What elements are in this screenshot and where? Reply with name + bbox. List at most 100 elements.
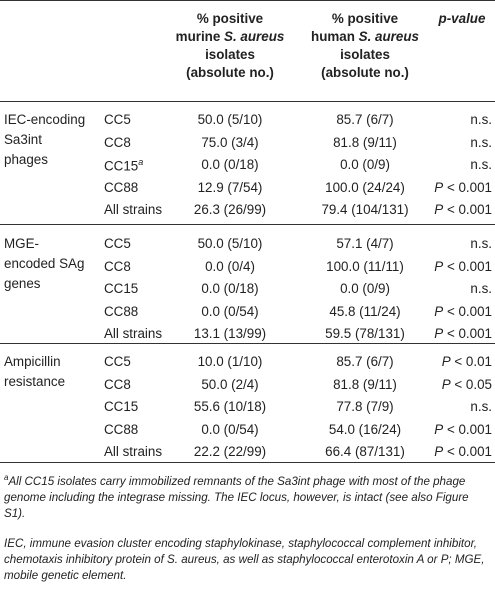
- murine-value: 22.2 (22/99): [193, 444, 267, 459]
- human-value: 81.8 (9/11): [333, 376, 397, 392]
- cc-label: CC5: [104, 236, 131, 251]
- cc-name: CC5: [104, 112, 131, 127]
- human-value: 0.0 (0/9): [340, 281, 390, 296]
- header-pvalue: p-value: [438, 11, 486, 26]
- human-value: 54.0 (16/24): [328, 421, 402, 437]
- cc-name: CC5: [104, 236, 131, 251]
- cc-label: CC5: [104, 354, 131, 369]
- human-value: 77.8 (7/9): [336, 399, 394, 414]
- footnote-abbreviations: IEC, immune evasion cluster encoding sta…: [4, 537, 485, 582]
- cc-label: CC88: [104, 304, 138, 319]
- cc-name: CC15: [104, 399, 139, 414]
- group-label-line: Sa3int: [4, 132, 42, 147]
- group-label-line: Ampicillin: [4, 354, 61, 369]
- murine-value: 0.0 (0/4): [205, 258, 255, 274]
- header-human-line2: human S. aureus: [311, 29, 419, 44]
- p-value: P < 0.001: [434, 421, 492, 437]
- table-rule: [0, 462, 495, 463]
- header-murine-line2: murine S. aureus: [175, 29, 285, 44]
- cc-name: All strains: [104, 202, 163, 217]
- p-value: P < 0.001: [434, 326, 492, 341]
- murine-value: 50.0 (2/4): [201, 376, 259, 392]
- human-value: 79.4 (104/131): [321, 202, 409, 217]
- murine-value: 55.6 (10/18): [193, 399, 267, 414]
- p-value: n.s.: [470, 134, 492, 150]
- murine-value: 0.0 (0/18): [201, 157, 259, 172]
- cc-name: All strains: [104, 444, 163, 459]
- footnote-marker: a: [138, 157, 144, 167]
- cc-name: CC88: [104, 421, 139, 437]
- p-value: P < 0.001: [434, 258, 492, 274]
- cc-name: CC88: [104, 179, 139, 195]
- footnote-a: aAll CC15 isolates carry immobilized rem…: [4, 470, 492, 522]
- human-value: 66.4 (87/131): [325, 444, 405, 459]
- cc-name: CC5: [104, 354, 131, 369]
- cc-label: CC88: [104, 180, 138, 195]
- group-label-line: resistance: [4, 374, 66, 389]
- cc-name: CC88: [104, 303, 139, 319]
- p-value: P < 0.001: [434, 202, 492, 217]
- cc-name: All strains: [104, 326, 163, 341]
- cc-name: CC15: [104, 281, 139, 296]
- p-value: n.s.: [470, 399, 492, 414]
- group-label-line: genes: [4, 276, 41, 291]
- murine-value: 0.0 (0/54): [201, 303, 259, 319]
- human-value: 59.5 (78/131): [325, 326, 405, 341]
- p-value: P < 0.05: [441, 376, 492, 392]
- human-value: 85.7 (6/7): [336, 354, 394, 369]
- group-label-line: encoded SAg: [4, 256, 85, 271]
- group-label: IEC-encoding Sa3int phages: [4, 110, 85, 170]
- cc-name: CC8: [104, 134, 131, 150]
- table-rule: [0, 101, 495, 102]
- human-value: 100.0 (24/24): [325, 179, 405, 195]
- murine-value: 50.0 (5/10): [197, 112, 263, 127]
- group-label: Ampicillin resistance: [4, 352, 65, 392]
- murine-value: 26.3 (26/99): [193, 202, 267, 217]
- p-value: n.s.: [470, 157, 492, 172]
- group-label-line: phages: [4, 152, 48, 167]
- cc-label: CC15: [104, 399, 138, 414]
- footnote-a-marker: a: [4, 473, 9, 482]
- cc-label: CC8: [104, 135, 131, 150]
- cc-label: CC8: [104, 259, 131, 274]
- cc-label: All strains: [104, 326, 162, 341]
- cc-name: CC15: [104, 158, 139, 174]
- cc-label: CC15a: [104, 157, 143, 173]
- cc-label: CC88: [104, 422, 138, 437]
- header-human: % positive human S. aureus isolates (abs…: [300, 10, 430, 82]
- cc-label: All strains: [104, 444, 162, 459]
- murine-value: 10.0 (1/10): [197, 354, 263, 369]
- group-label: MGE-encoded SAg genes: [4, 234, 84, 294]
- cc-label: CC8: [104, 377, 131, 392]
- cc-label: CC15: [104, 281, 138, 296]
- p-value: P < 0.001: [434, 303, 492, 319]
- p-value: n.s.: [470, 112, 492, 127]
- table-rule: [0, 224, 495, 225]
- footnote-a-text: All CC15 isolates carry immobilized remn…: [4, 474, 469, 520]
- table-header: % positive murine S. aureus isolates (ab…: [0, 0, 495, 101]
- murine-value: 13.1 (13/99): [193, 326, 267, 341]
- p-value: n.s.: [470, 236, 492, 251]
- human-value: 85.7 (6/7): [336, 112, 394, 127]
- murine-value: 50.0 (5/10): [197, 236, 263, 251]
- group-label-line: IEC-encoding: [4, 112, 86, 127]
- cc-name: CC8: [104, 376, 131, 392]
- p-value: n.s.: [470, 281, 492, 296]
- human-value: 100.0 (11/11): [326, 258, 404, 274]
- murine-value: 12.9 (7/54): [197, 179, 263, 195]
- table-rule: [0, 0, 495, 1]
- human-value: 57.1 (4/7): [336, 236, 394, 251]
- cc-label: CC5: [104, 112, 131, 127]
- header-murine: % positive murine S. aureus isolates (ab…: [160, 10, 300, 82]
- cc-name: CC8: [104, 258, 131, 274]
- p-value: P < 0.001: [434, 444, 492, 459]
- murine-value: 75.0 (3/4): [201, 134, 259, 150]
- p-value: P < 0.01: [441, 354, 492, 369]
- group-label-line: MGE-: [4, 236, 39, 251]
- human-value: 0.0 (0/9): [340, 157, 390, 172]
- table-rule: [0, 343, 495, 344]
- human-value: 81.8 (9/11): [333, 134, 397, 150]
- murine-value: 0.0 (0/18): [201, 281, 259, 296]
- cc-label: All strains: [104, 202, 162, 217]
- murine-value: 0.0 (0/54): [201, 421, 259, 437]
